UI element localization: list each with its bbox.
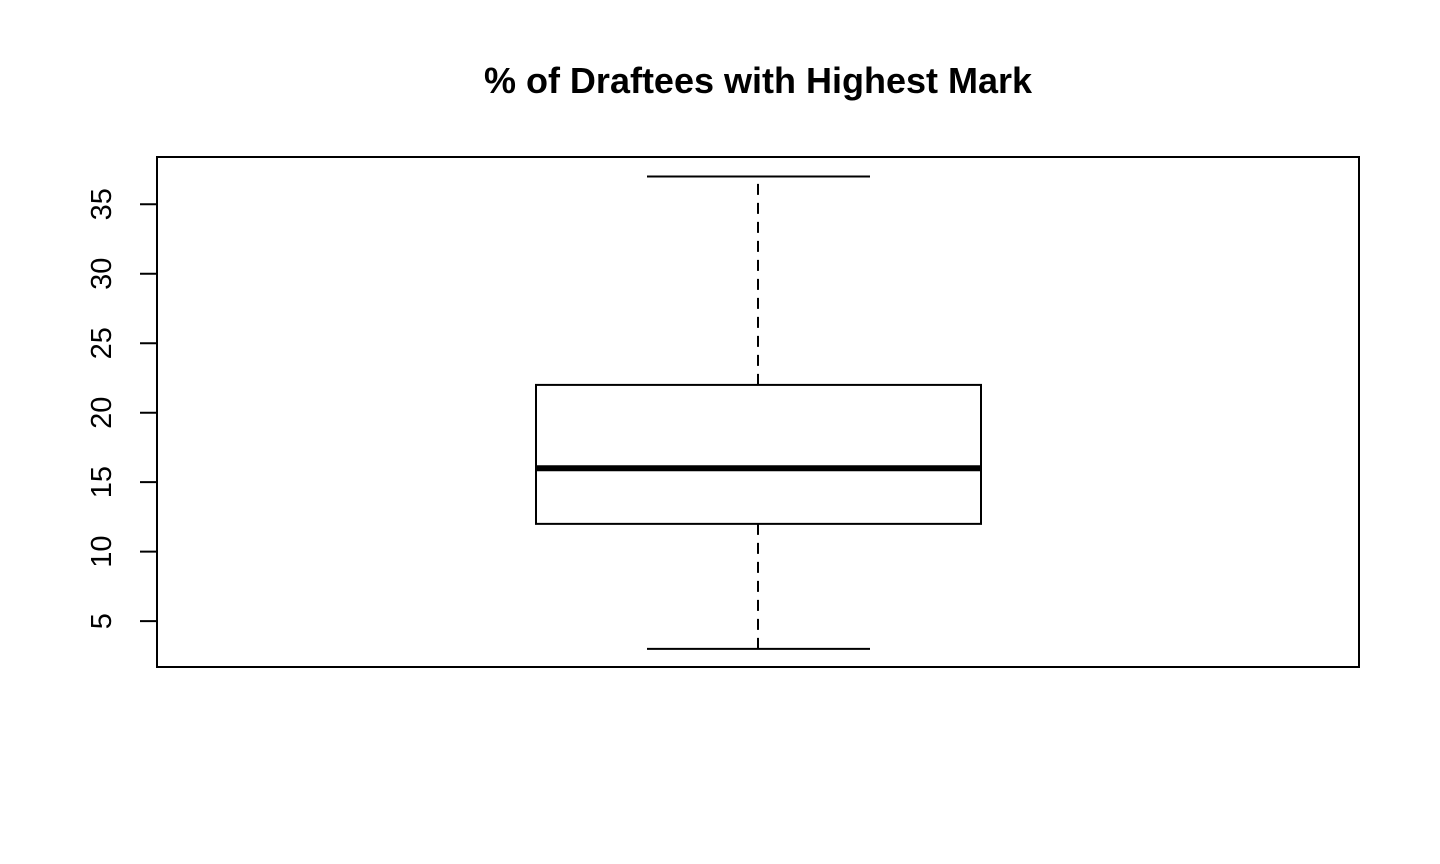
y-tick-label-15: 15 xyxy=(86,466,118,498)
y-tick-label-30: 30 xyxy=(86,258,118,290)
y-tick-label-25: 25 xyxy=(86,327,118,359)
y-tick-label-10: 10 xyxy=(86,536,118,568)
y-tick-label-35: 35 xyxy=(86,188,118,220)
box-plot xyxy=(535,175,982,650)
chart-title: % of Draftees with Highest Mark xyxy=(484,60,1033,101)
y-axis: 5 10 15 20 25 30 35 xyxy=(86,188,158,629)
interquartile-box xyxy=(535,383,982,525)
y-tick-label-5: 5 xyxy=(86,613,118,629)
y-tick-label-20: 20 xyxy=(86,397,118,429)
